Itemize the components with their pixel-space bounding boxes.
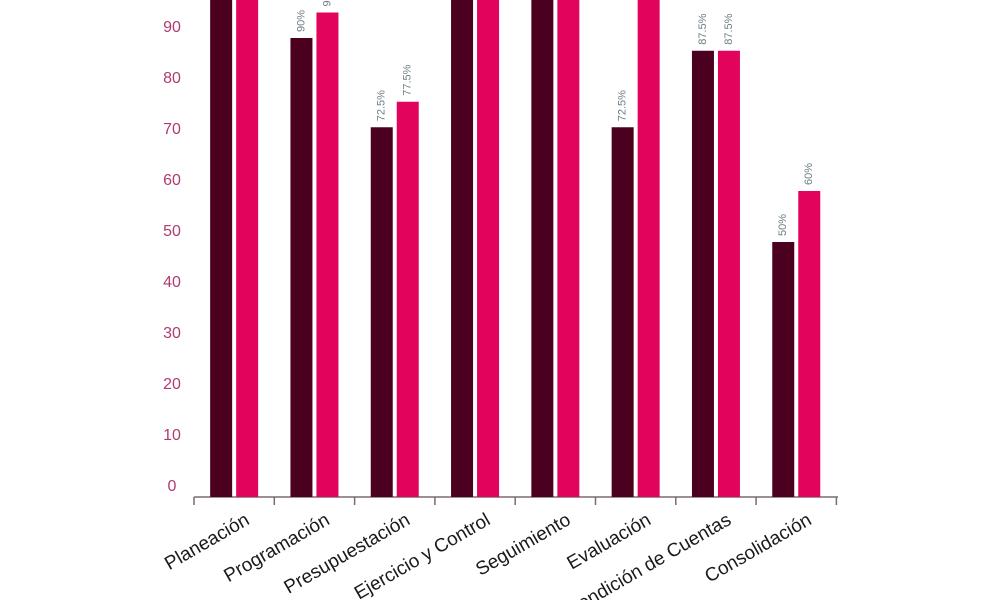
bar	[316, 12, 339, 497]
bar	[396, 101, 419, 497]
value-label: 72.5%	[617, 90, 629, 121]
y-tick-label: 80	[163, 70, 181, 87]
bar	[611, 127, 634, 497]
bar	[691, 50, 714, 497]
value-label: 60%	[803, 163, 815, 185]
value-label: 72.5%	[376, 90, 388, 121]
bar	[557, 0, 580, 497]
bar	[717, 50, 740, 497]
bar	[798, 191, 821, 497]
bar	[451, 0, 474, 497]
value-label: 50%	[777, 214, 789, 236]
y-tick-label: 50	[163, 223, 181, 240]
y-tick-label: 90	[163, 19, 181, 36]
x-tick-label: Ejercicio y Control	[351, 509, 494, 600]
value-label: 87.5%	[697, 13, 709, 44]
y-tick-label: 40	[163, 274, 181, 291]
bar	[236, 0, 259, 497]
y-tick-label: 60	[163, 172, 181, 189]
value-label: 90%	[295, 10, 307, 32]
bar	[531, 0, 554, 497]
bar	[772, 242, 795, 497]
y-tick-label: 70	[163, 121, 181, 138]
value-label: 87.5%	[723, 13, 735, 44]
bar	[290, 38, 313, 497]
y-tick-label: 10	[163, 427, 181, 444]
bar	[477, 0, 500, 497]
bar	[210, 0, 233, 497]
y-tick-label: 20	[163, 376, 181, 393]
bar	[370, 127, 393, 497]
value-label: 77.5%	[402, 64, 414, 95]
y-tick-label: 0	[168, 478, 177, 495]
bar	[637, 0, 660, 497]
y-tick-label: 30	[163, 325, 181, 342]
value-label: 95%	[321, 0, 333, 7]
